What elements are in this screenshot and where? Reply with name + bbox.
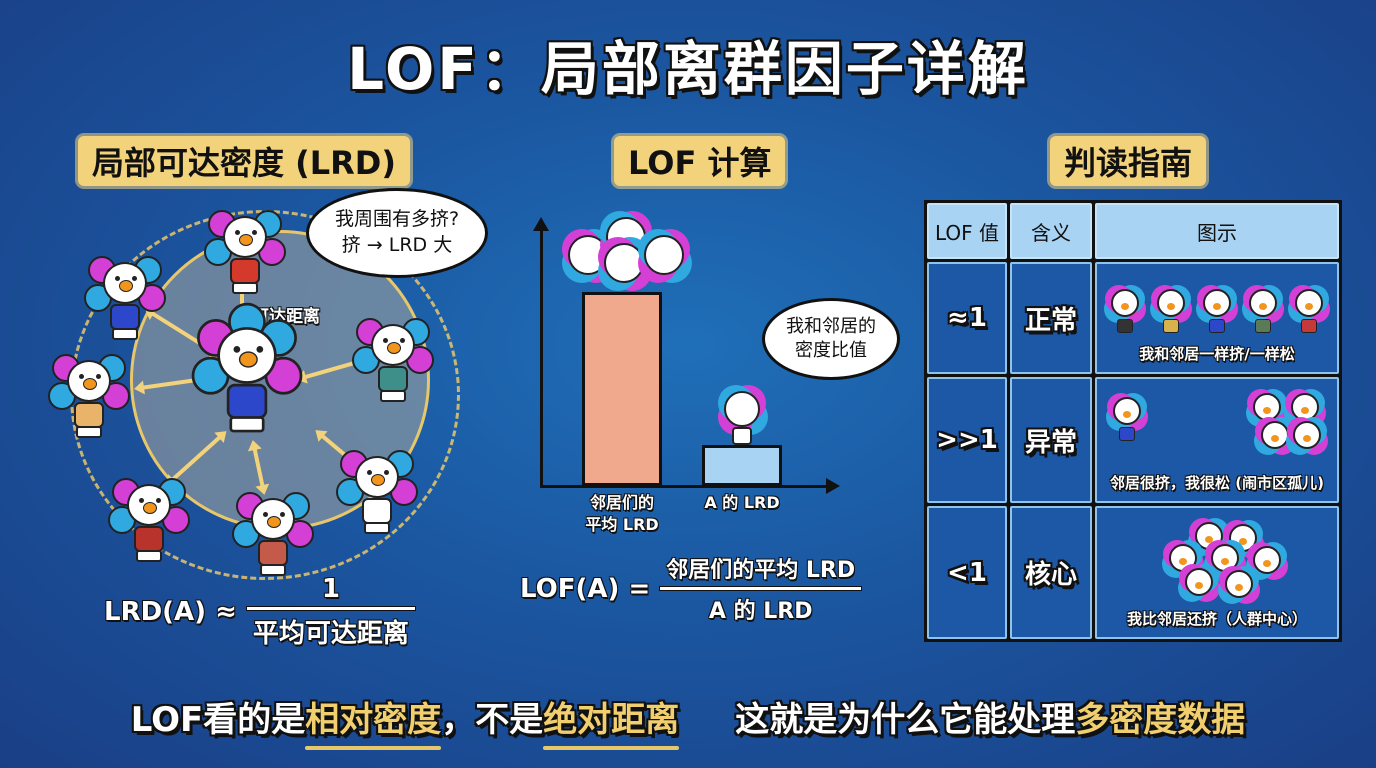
- row-anomaly-meaning: 异常: [1010, 377, 1092, 503]
- label-line: 邻居们的: [589, 493, 654, 512]
- point-a-character-icon: [191, 302, 303, 438]
- bar-label-neighbors: 邻居们的 平均 LRD: [570, 492, 674, 535]
- row-normal-meaning: 正常: [1010, 262, 1092, 374]
- illustration-caption: 邻居很挤，我很松 (闹市区孤儿): [1110, 474, 1324, 492]
- lrd-speech-bubble: 我周围有多挤? 挤 → LRD 大: [306, 188, 488, 278]
- neighbor-character-icon: [48, 346, 130, 442]
- main-title: LOF：局部离群因子详解: [347, 35, 1029, 103]
- bubble-line: 密度比值: [795, 340, 867, 361]
- highlight-absolute-distance: 绝对距离: [543, 700, 680, 740]
- x-axis: [540, 478, 840, 494]
- formula-lhs: LRD(A) ≈: [104, 597, 237, 627]
- y-axis: [533, 217, 549, 487]
- bubble-line: 我周围有多挤?: [334, 208, 460, 231]
- neighbor-character-icon: [352, 310, 434, 406]
- footer-text: LOF看的是: [130, 700, 306, 740]
- dense-cluster-icon: [1247, 389, 1327, 459]
- bar-a-lrd: [702, 445, 782, 486]
- footer-text: ，不是: [441, 700, 544, 740]
- formula-numerator: 邻居们的平均 LRD: [666, 558, 856, 583]
- footer-summary: LOF看的是相对密度，不是绝对距离 这就是为什么它能处理多密度数据: [0, 692, 1376, 741]
- footer-part1: LOF看的是相对密度，不是绝对距离: [131, 692, 680, 741]
- header-illustration: 图示: [1095, 203, 1339, 259]
- interpretation-table: LOF 值 含义 图示 ≈1 正常 我和邻居一样挤/一样松 >>1 异常 邻居很…: [924, 200, 1342, 642]
- neighbor-character-icon: [232, 484, 314, 580]
- lrd-section-title: 局部可达密度 (LRD): [78, 136, 410, 186]
- crowd-center-icon: [1159, 518, 1289, 608]
- formula-lhs: LOF(A) =: [520, 573, 651, 604]
- row-core-illustration: 我比邻居还挤（人群中心）: [1095, 506, 1339, 639]
- footer-text: 这就是为什么它能处理: [735, 700, 1076, 740]
- row-core-value: <1: [927, 506, 1007, 639]
- illustration-caption: 我比邻居还挤（人群中心）: [1126, 610, 1307, 628]
- neighbor-character-icon: [204, 202, 286, 298]
- bar-label-a: A 的 LRD: [704, 493, 780, 512]
- fraction-bar: [246, 607, 415, 610]
- highlight-multi-density: 多密度数据: [1075, 700, 1246, 740]
- illustration-caption: 我和邻居一样挤/一样松: [1139, 345, 1295, 363]
- highlight-relative-density: 相对密度: [305, 700, 442, 740]
- formula-numerator: 1: [321, 574, 340, 604]
- header-meaning: 含义: [1010, 203, 1092, 259]
- header-lof-value: LOF 值: [927, 203, 1007, 259]
- neighbor-character-icon: [108, 470, 190, 566]
- neighbor-crowd-icon: [568, 217, 688, 293]
- formula-denominator: A 的 LRD: [708, 599, 813, 624]
- footer-part2: 这就是为什么它能处理多密度数据: [735, 692, 1245, 741]
- point-a-small-icon: [720, 385, 764, 445]
- label-line: 平均 LRD: [585, 514, 659, 534]
- row-normal-value: ≈1: [927, 262, 1007, 374]
- row-anomaly-value: >>1: [927, 377, 1007, 503]
- neighbor-character-icon: [84, 248, 166, 344]
- formula-denominator: 平均可达距离: [252, 619, 409, 649]
- neighbor-character-icon: [336, 442, 418, 538]
- lof-formula: LOF(A) = 邻居们的平均 LRD A 的 LRD: [520, 552, 862, 625]
- fraction-bar: [660, 587, 862, 590]
- guide-section-title: 判读指南: [1050, 136, 1207, 186]
- lrd-diagram: 可达距离: [40, 180, 500, 660]
- row-normal-illustration: 我和邻居一样挤/一样松: [1095, 262, 1339, 374]
- lof-speech-bubble: 我和邻居的 密度比值: [762, 298, 900, 380]
- row-core-meaning: 核心: [1010, 506, 1092, 639]
- isolated-character-icon: [1107, 393, 1147, 443]
- bar-neighbors-avg-lrd: [582, 292, 662, 486]
- bubble-line: 我和邻居的: [786, 315, 876, 337]
- evenly-spaced-characters-icon: [1105, 285, 1329, 335]
- bubble-line: 挤 → LRD 大: [341, 234, 453, 256]
- lrd-formula: LRD(A) ≈ 1 平均可达距离: [104, 574, 415, 650]
- lrd-bar-chart: 邻居们的 平均 LRD A 的 LRD: [530, 215, 840, 534]
- row-anomaly-illustration: 邻居很挤，我很松 (闹市区孤儿): [1095, 377, 1339, 503]
- lof-calc-section-title: LOF 计算: [614, 136, 786, 186]
